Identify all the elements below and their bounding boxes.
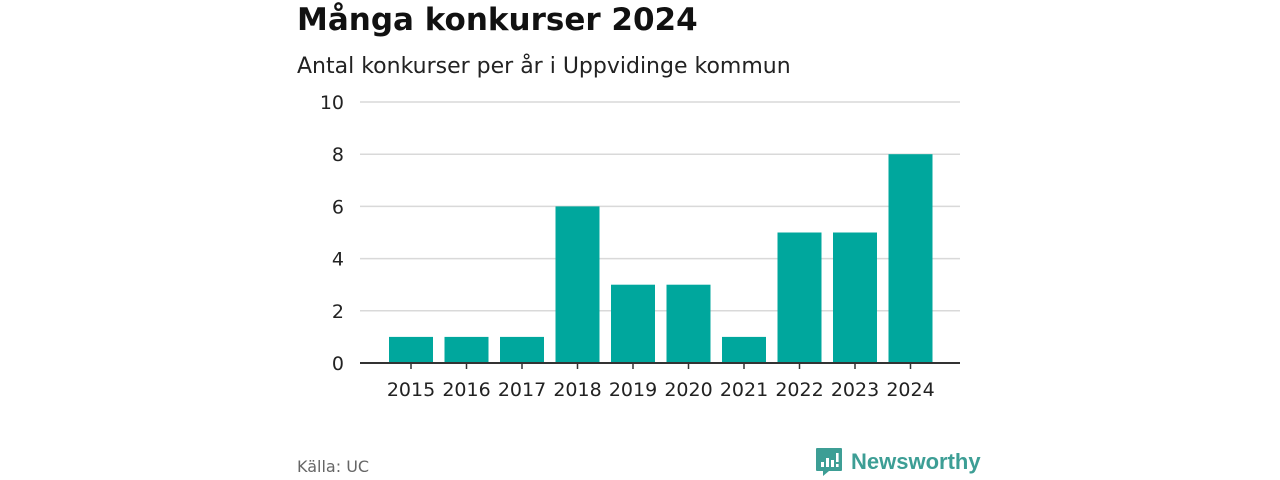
y-tick-label: 0 [332, 353, 344, 375]
x-tick-label: 2018 [553, 379, 601, 401]
bar-chart: 0 2 4 6 8 10 2015 2016 2017 2018 2019 2020 2021 2022 2… [320, 92, 960, 401]
bar-2023 [833, 232, 877, 363]
brand-name: Newsworthy [851, 449, 981, 474]
source-note: Källa: UC [297, 457, 370, 476]
bar-2024 [888, 154, 933, 363]
bar-2019 [611, 284, 655, 363]
newsworthy-logo-icon [816, 448, 842, 476]
x-tick-label: 2022 [775, 379, 823, 401]
bars [389, 154, 933, 363]
x-tick-label: 2020 [664, 379, 712, 401]
x-tick-label: 2019 [609, 379, 657, 401]
chart-title: Många konkurser 2024 [297, 2, 698, 38]
x-tick-label: 2021 [720, 379, 768, 401]
y-tick-label: 2 [332, 301, 344, 323]
x-tick-label: 2024 [886, 379, 934, 401]
x-tick-label: 2017 [498, 379, 546, 401]
axes: 0 2 4 6 8 10 2015 2016 2017 2018 2019 2020 2021 2022 2… [320, 92, 960, 401]
x-tick-label: 2016 [442, 379, 490, 401]
y-tick-label: 4 [332, 249, 344, 271]
bar-2016 [444, 336, 489, 363]
bar-2017 [500, 336, 544, 363]
bar-2021 [722, 336, 766, 363]
x-tick-label: 2023 [831, 379, 879, 401]
y-tick-label: 8 [332, 144, 344, 166]
y-tick-label: 10 [320, 92, 344, 114]
brand-logo: Newsworthy [815, 447, 981, 477]
x-tick-label: 2015 [387, 379, 435, 401]
bar-2020 [666, 284, 711, 363]
y-tick-label: 6 [332, 196, 344, 218]
bar-2015 [389, 336, 433, 363]
bar-2022 [777, 232, 822, 363]
bar-2018 [555, 206, 600, 363]
chart-subtitle: Antal konkurser per år i Uppvidinge komm… [297, 54, 791, 79]
